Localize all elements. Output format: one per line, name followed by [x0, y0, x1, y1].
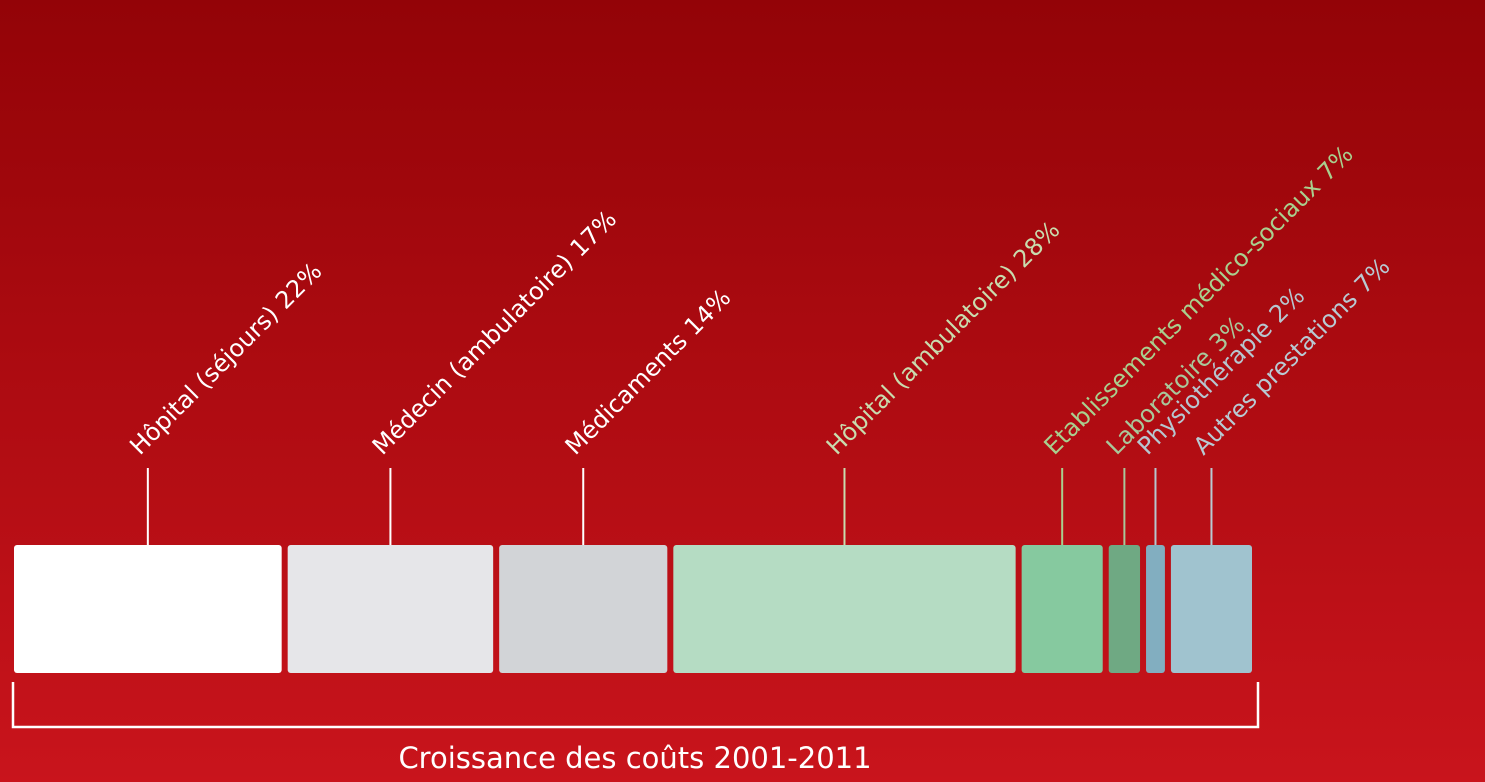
bar-segment — [1108, 545, 1141, 673]
chart-title: Croissance des coûts 2001-2011 — [398, 741, 871, 775]
bar-segment — [673, 545, 1016, 673]
bar-segment — [1170, 545, 1252, 673]
bar-segment — [14, 545, 282, 673]
bar-segment — [499, 545, 668, 673]
bar-segment — [1146, 545, 1165, 673]
bar-segment — [1021, 545, 1103, 673]
bar-segment — [287, 545, 494, 673]
bracket — [11, 682, 1260, 729]
